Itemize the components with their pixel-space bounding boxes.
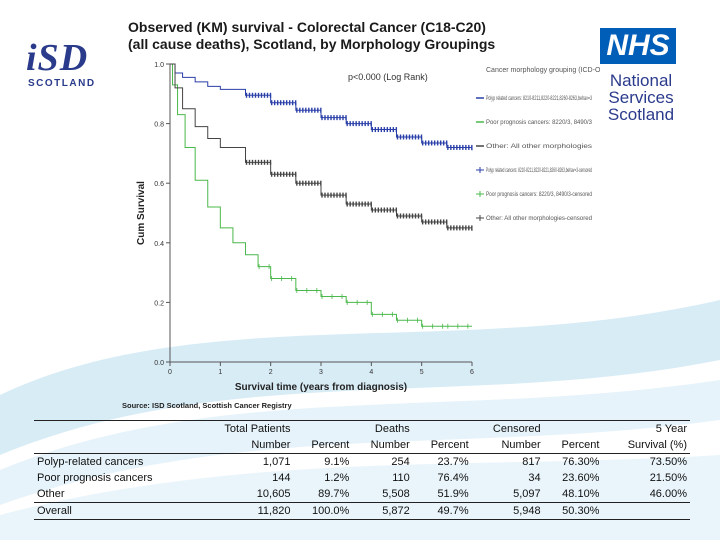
survival-stats-table: Total Patients Deaths Censored 5 Year Nu…	[34, 420, 690, 520]
header-censored: Censored	[471, 420, 544, 437]
survival-chart: 0.0 0.2 0.4 0.6 0.8 1.0 0 1 2 3 4 5 6 Survival time (…	[136, 62, 600, 393]
cell-deaths-number: 5,508	[382, 488, 410, 500]
cell-total-number: 144	[272, 472, 291, 484]
cell-total-number: 1,071	[262, 456, 291, 468]
isd-logo-mark: iSD	[26, 37, 89, 79]
header-5-year: 5 Year	[602, 420, 690, 437]
header-total-patients: Total Patients	[196, 420, 294, 437]
cell-deaths-number: 110	[392, 472, 410, 484]
cell-5-year-survival: 73.50%	[649, 456, 687, 468]
cell-deaths-number: 254	[391, 456, 410, 468]
cell-deaths-percent: 51.9%	[437, 488, 469, 500]
x-tick-label: 1	[218, 369, 222, 376]
cell-5-year-survival	[602, 502, 690, 520]
subheader-survival: Survival (%)	[602, 437, 690, 454]
y-tick-label: 0.0	[154, 360, 164, 367]
nhs-line-1: National	[609, 71, 673, 90]
isd-scotland-logo: iSD SCOTLAND	[22, 36, 108, 92]
table-sub-header-row: Number Percent Number Percent Number Per…	[34, 437, 690, 454]
table-row: Other 10,605 89.7% 5,508 51.9% 5,097 48.…	[34, 486, 690, 503]
series-line-other	[170, 63, 473, 231]
row-label: Poor prognosis cancers	[37, 472, 153, 484]
source-note: Source: ISD Scotland, Scottish Cancer Re…	[122, 401, 292, 410]
y-tick-label: 0.2	[154, 300, 164, 307]
legend-title: Cancer morphology grouping (ICD-O-3)	[486, 67, 600, 74]
cell-5-year-survival: 21.50%	[649, 472, 687, 484]
subheader-total-number: Number	[196, 437, 294, 454]
cell-total-number: 10,605	[256, 488, 291, 500]
table-row: Polyp-related cancers 1,071 9.1% 254 23.…	[34, 454, 690, 471]
chart-title: Observed (KM) survival - Colorectal Canc…	[128, 19, 495, 53]
chart-title-line-2: (all cause deaths), Scotland, by Morphol…	[128, 36, 496, 52]
cell-total-percent: 9.1%	[324, 456, 350, 468]
cell-censored-percent: 50.30%	[543, 502, 603, 520]
table-group-header-row: Total Patients Deaths Censored 5 Year	[34, 420, 690, 437]
row-label: Polyp-related cancers	[37, 456, 144, 468]
row-label: Other	[37, 488, 65, 500]
table-row-overall: Overall 11,820 100.0% 5,872 49.7% 5,948 …	[34, 502, 690, 520]
x-tick-label: 5	[420, 369, 424, 376]
nhs-line-3: Scotland	[607, 105, 675, 124]
subheader-deaths-percent: Percent	[412, 437, 472, 454]
header-deaths: Deaths	[352, 420, 413, 437]
x-tick-label: 2	[269, 369, 273, 376]
legend-entry-label: Other: All other morphologies-censored	[486, 215, 592, 222]
cell-censored-percent: 23.60%	[562, 472, 600, 484]
nhs-line-2: Services	[608, 88, 674, 107]
x-tick-label: 3	[319, 369, 323, 376]
y-tick-label: 0.4	[154, 241, 164, 248]
cell-censored-percent: 48.10%	[562, 488, 600, 500]
cell-total-percent: 89.7%	[318, 488, 350, 500]
nhs-logo: NHS	[600, 28, 676, 64]
legend-entry-label: Other: All other morphologies	[486, 143, 593, 150]
y-tick-label: 0.6	[154, 181, 164, 188]
series-line-poor	[170, 63, 472, 327]
cell-total-percent: 1.2%	[324, 472, 350, 484]
x-tick-label: 6	[470, 369, 474, 376]
cell-total-number: 11,820	[196, 502, 294, 520]
cell-censored-number: 817	[522, 456, 541, 468]
legend-entry-label: Poor prognosis cancers: 8220/3, 8490/3	[486, 119, 592, 126]
legend-entry-label: Polyp related cancers: 8210-8211,8220-82…	[486, 95, 592, 102]
x-tick-label: 0	[168, 369, 172, 376]
cell-censored-number: 34	[528, 472, 541, 484]
x-axis-label: Survival time (years from diagnosis)	[235, 382, 407, 393]
y-tick-label: 1.0	[154, 62, 164, 69]
cell-total-percent: 100.0%	[293, 502, 353, 520]
subheader-total-percent: Percent	[293, 437, 353, 454]
cell-censored-number: 5,097	[513, 488, 541, 500]
subheader-censored-number: Number	[471, 437, 544, 454]
subheader-deaths-number: Number	[352, 437, 413, 454]
y-axis-label: Cum Survival	[136, 181, 147, 245]
log-rank-annotation: p<0.000 (Log Rank)	[348, 72, 428, 82]
nhs-services-name: National Services Scotland	[600, 72, 682, 123]
subheader-censored-percent: Percent	[543, 437, 603, 454]
legend-entry-label: Polyp related cancers: 8210-8211,8220-82…	[486, 167, 592, 174]
cell-deaths-percent: 23.7%	[437, 456, 469, 468]
cell-censored-percent: 76.30%	[562, 456, 600, 468]
row-label: Overall	[34, 502, 197, 520]
cell-5-year-survival: 46.00%	[649, 488, 687, 500]
y-tick-label: 0.8	[154, 122, 164, 129]
cell-censored-number: 5,948	[471, 502, 544, 520]
cell-deaths-number: 5,872	[352, 502, 413, 520]
cell-deaths-percent: 76.4%	[437, 472, 469, 484]
legend-entry-label: Poor prognosis cancers: 8220/3, 8490/3-c…	[486, 191, 592, 198]
cell-deaths-percent: 49.7%	[412, 502, 472, 520]
table-row: Poor prognosis cancers 144 1.2% 110 76.4…	[34, 470, 690, 486]
chart-title-line-1: Observed (KM) survival - Colorectal Canc…	[128, 19, 486, 35]
x-tick-label: 4	[369, 369, 373, 376]
isd-logo-subtitle: SCOTLAND	[28, 78, 96, 89]
